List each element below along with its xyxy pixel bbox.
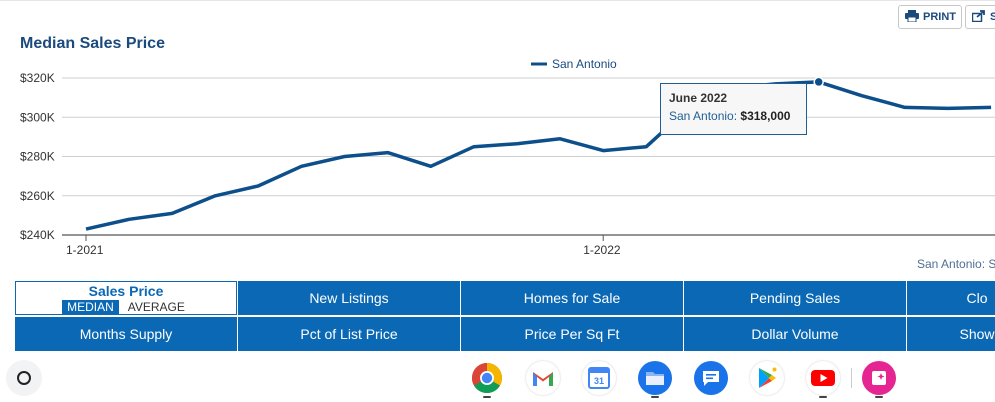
x-tick-label: 1-2021 [66,243,104,257]
messages-icon[interactable] [694,361,728,395]
chrome-running-indicator [483,396,491,398]
tab-new-listings[interactable]: New Listings [238,281,460,315]
tooltip-series-label: San Antonio: [669,109,738,123]
tab-months-supply[interactable]: Months Supply [15,317,237,351]
tab-show-more[interactable]: Show [907,317,995,351]
files-running-indicator [651,396,659,398]
canvas-icon[interactable] [862,361,896,395]
series-line-san-antonio [85,80,992,231]
shelf-separator [851,368,852,388]
tab-pending-sales[interactable]: Pending Sales [684,281,906,315]
highlighted-point [813,76,824,88]
launcher-icon [17,371,31,385]
play-store-icon[interactable] [750,361,784,395]
tooltip-value: $318,000 [740,109,791,123]
print-button[interactable]: PRINT [898,5,962,29]
tab-pct-of-list-price[interactable]: Pct of List Price [238,317,460,351]
calendar-day: 31 [594,376,604,386]
median-toggle[interactable]: MEDIAN [62,299,119,314]
tab-homes-for-sale[interactable]: Homes for Sale [461,281,683,315]
tab-dollar-volume[interactable]: Dollar Volume [684,317,906,351]
top-divider [0,0,995,1]
tab-sales-price-label: Sales Price [88,282,164,299]
share-icon [971,9,986,25]
y-tick-label: $260K [20,189,55,203]
median-sales-price-chart: $240K $260K $280K $300K $320K 1-2021 1-2022 Sa… [20,57,995,257]
chart-tooltip: June 2022 San Antonio: $318,000 [660,83,807,135]
gmail-icon[interactable] [526,361,560,395]
files-icon[interactable] [638,361,672,395]
youtube-running-indicator [819,396,827,398]
chart-title: Median Sales Price [20,35,165,52]
printer-icon [905,9,919,25]
y-tick-label: $320K [20,71,55,85]
tab-closed-sales[interactable]: Clo [907,281,995,315]
y-tick-label: $240K [20,228,55,242]
y-tick-label: $280K [20,150,55,164]
x-tick-label: 1-2022 [583,243,621,257]
calendar-icon[interactable]: 31 [582,361,616,395]
share-button[interactable]: S [965,5,995,29]
print-label: PRINT [923,11,956,23]
canvas-running-indicator [875,396,883,398]
youtube-icon[interactable] [806,361,840,395]
tab-price-per-sq-ft[interactable]: Price Per Sq Ft [461,317,683,351]
tab-sales-price[interactable]: Sales Price MEDIAN AVERAGE [15,281,237,315]
chrome-icon[interactable] [470,361,504,395]
tooltip-date: June 2022 [669,91,728,105]
share-label: S [990,11,995,23]
launcher-button[interactable] [6,360,42,396]
source-note: San Antonio: S [917,257,995,271]
legend-label: San Antonio [552,57,617,71]
y-tick-label: $300K [20,110,55,124]
average-toggle[interactable]: AVERAGE [122,299,190,314]
